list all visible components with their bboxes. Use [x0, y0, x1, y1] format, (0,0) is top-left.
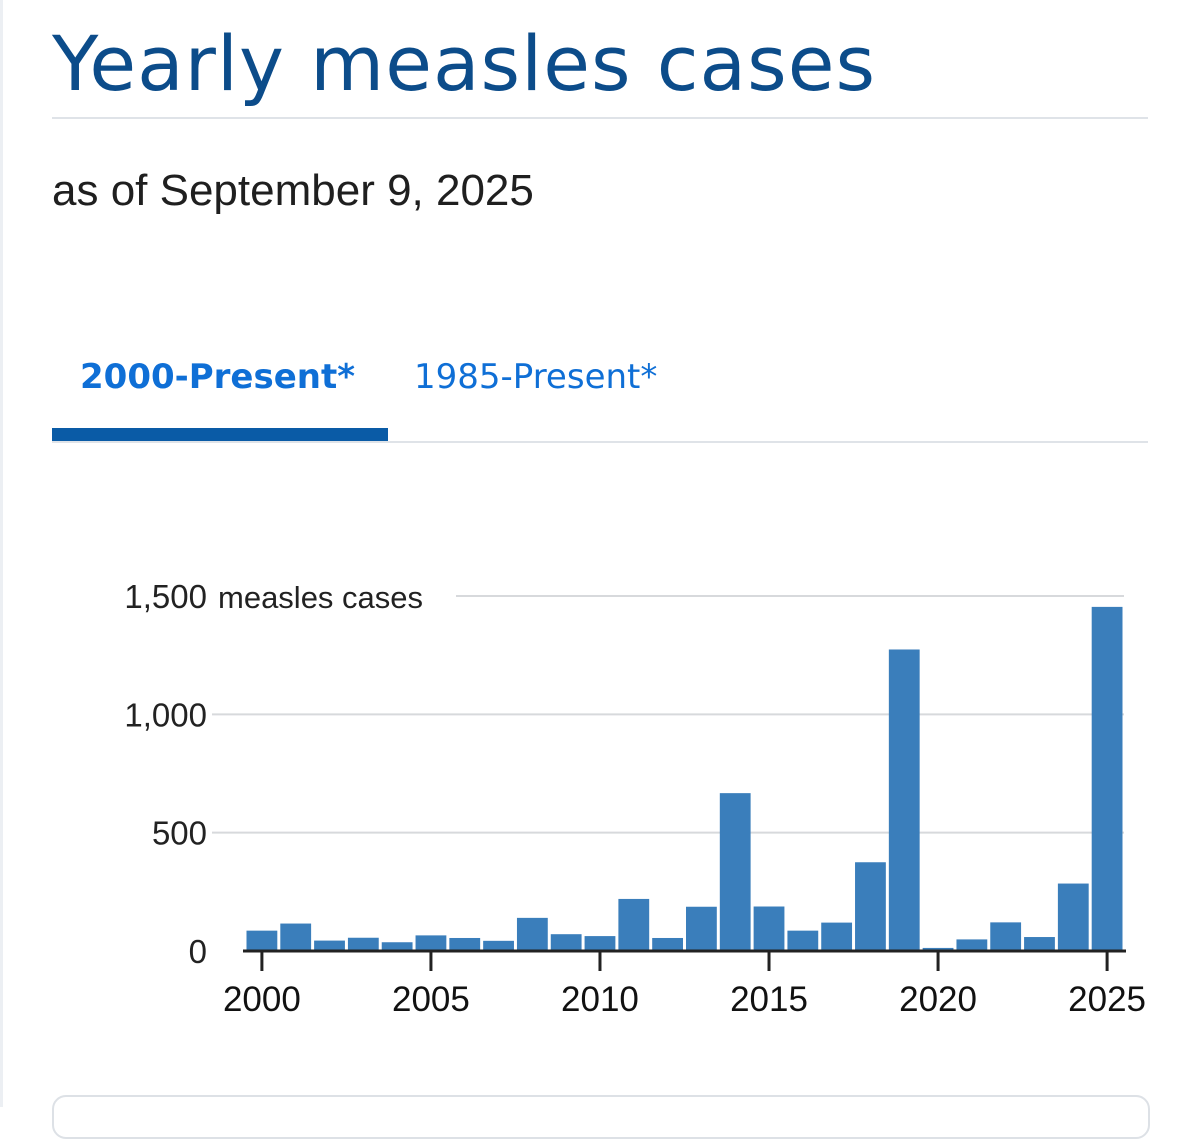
- tab-label: 1985-Present*: [414, 357, 658, 397]
- bar: [483, 940, 514, 951]
- y-tick-label: 0: [189, 933, 207, 970]
- bar: [956, 939, 988, 951]
- bar: [381, 942, 413, 951]
- x-tick-label: 2020: [899, 980, 977, 1019]
- active-tab-indicator: [52, 428, 388, 442]
- bar: [686, 906, 717, 951]
- bar: [888, 649, 920, 951]
- bar: [314, 940, 345, 951]
- bar: [280, 923, 312, 951]
- bar: [753, 906, 785, 951]
- tab-label: 2000-Present*: [80, 357, 356, 397]
- range-tabs: 2000-Present* 1985-Present*: [52, 340, 1148, 444]
- tab-1985-present[interactable]: 1985-Present*: [414, 340, 714, 442]
- bar: [821, 922, 853, 951]
- tabs-divider: [52, 441, 1148, 443]
- x-tick-label: 2015: [730, 980, 808, 1019]
- x-tick-label: 2000: [223, 980, 301, 1019]
- page-title: Yearly measles cases: [52, 19, 877, 108]
- bar: [618, 898, 650, 951]
- y-tick-label: 500: [152, 815, 207, 852]
- bar: [1057, 883, 1089, 951]
- bar: [1024, 937, 1055, 951]
- y-tick-label: 1,000: [124, 696, 207, 733]
- title-divider: [52, 117, 1148, 119]
- bar: [550, 934, 582, 951]
- bar: [652, 937, 683, 951]
- page-subtitle: as of September 9, 2025: [52, 166, 534, 215]
- tab-2000-present[interactable]: 2000-Present*: [52, 340, 388, 442]
- x-tick-label: 2025: [1068, 980, 1146, 1019]
- y-tick-label: 1,500: [124, 578, 207, 615]
- bar: [415, 935, 447, 951]
- next-card: [52, 1095, 1150, 1139]
- bar: [719, 793, 751, 951]
- bar: [855, 862, 886, 951]
- measles-bar-chart: 0 500 1,000 1,500 measles cases 2000 2005 2010 2…: [124, 578, 1146, 1019]
- x-tick-label: 2005: [392, 980, 470, 1019]
- bar: [449, 937, 481, 951]
- bar: [516, 917, 548, 951]
- bar: [990, 922, 1022, 951]
- page-edge: [0, 0, 3, 1107]
- bar: [787, 930, 819, 951]
- y-unit-label: measles cases: [218, 580, 423, 615]
- bar: [1091, 606, 1123, 951]
- bar: [584, 936, 616, 951]
- bar: [246, 930, 278, 951]
- bar: [347, 937, 379, 951]
- x-tick-label: 2010: [561, 980, 639, 1019]
- bar: [922, 947, 954, 951]
